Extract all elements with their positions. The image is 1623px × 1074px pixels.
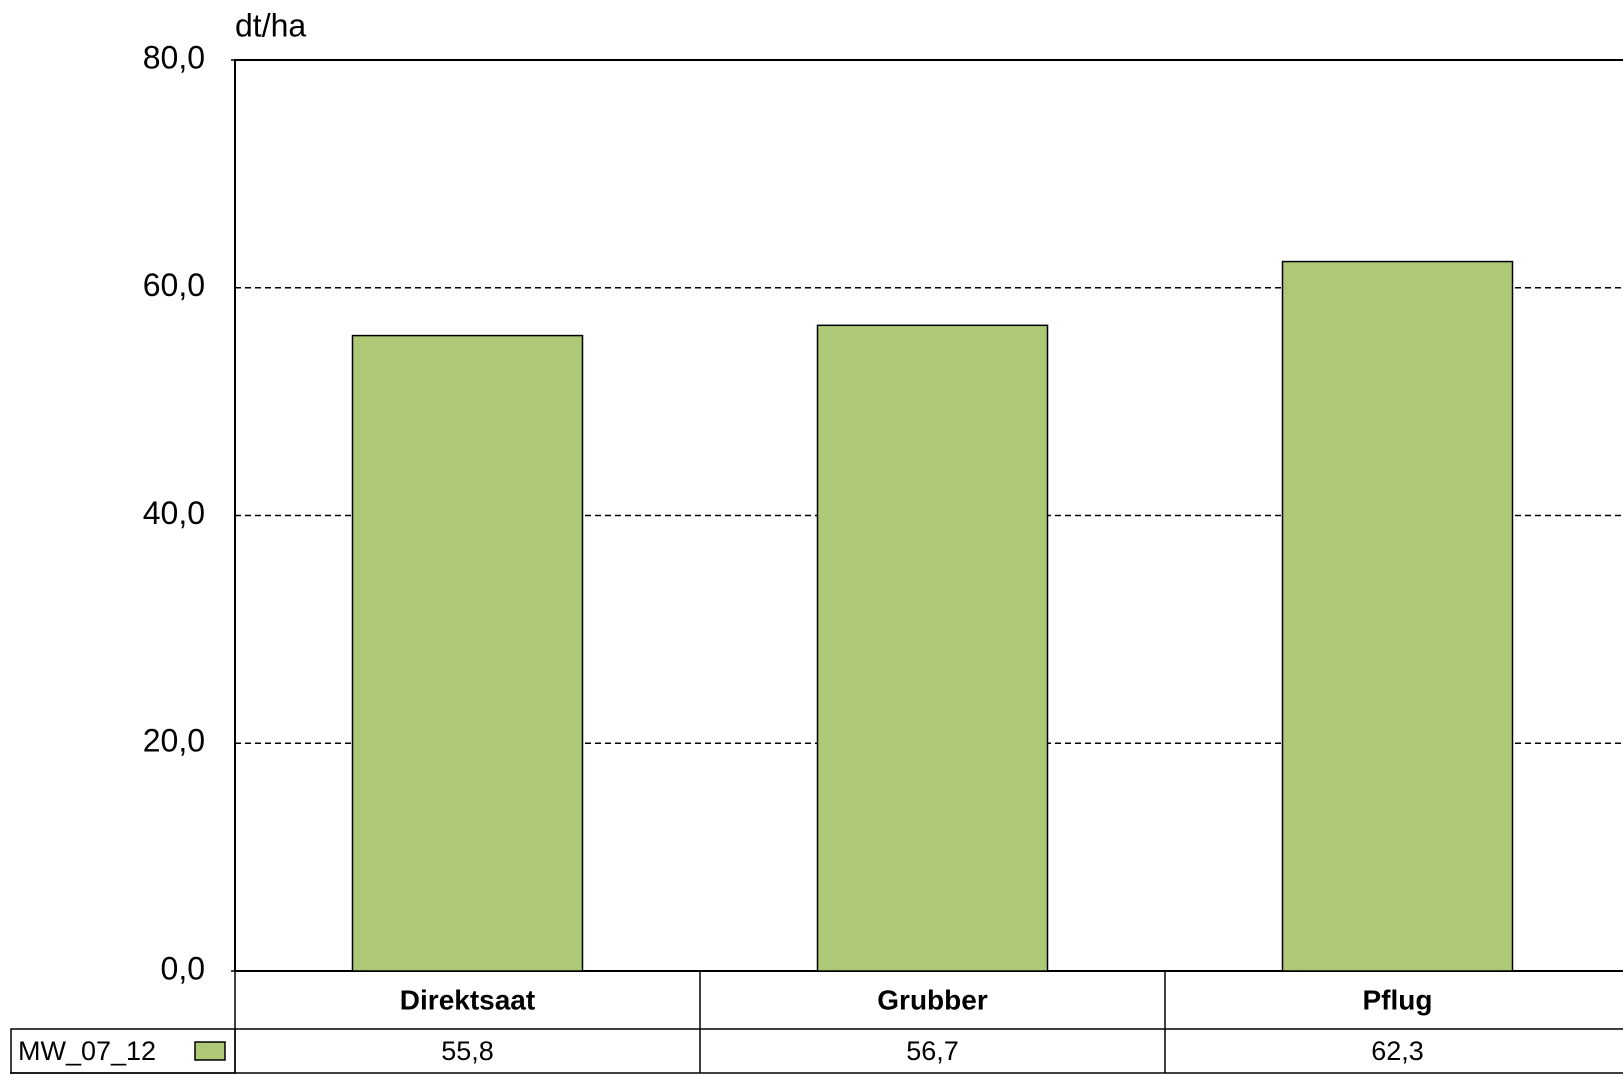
value-label: 62,3 (1371, 1036, 1424, 1066)
value-label: 56,7 (906, 1036, 959, 1066)
y-tick-label: 80,0 (143, 39, 205, 75)
bar (816, 324, 1049, 972)
legend-label: MW_07_12 (18, 1036, 156, 1066)
x-tick-label: Pflug (1363, 984, 1433, 1015)
y-axis-label: dt/ha (235, 7, 306, 43)
y-tick-label: 0,0 (161, 950, 205, 986)
bar (1281, 260, 1514, 972)
x-tick-label: Direktsaat (400, 984, 535, 1015)
bar (351, 334, 584, 972)
value-label: 55,8 (441, 1036, 494, 1066)
y-tick-label: 60,0 (143, 267, 205, 303)
x-tick-label: Grubber (877, 984, 988, 1015)
legend-cell (10, 1028, 236, 1074)
y-tick-label: 40,0 (143, 495, 205, 531)
y-tick-label: 20,0 (143, 723, 205, 759)
legend-swatch (194, 1041, 226, 1061)
